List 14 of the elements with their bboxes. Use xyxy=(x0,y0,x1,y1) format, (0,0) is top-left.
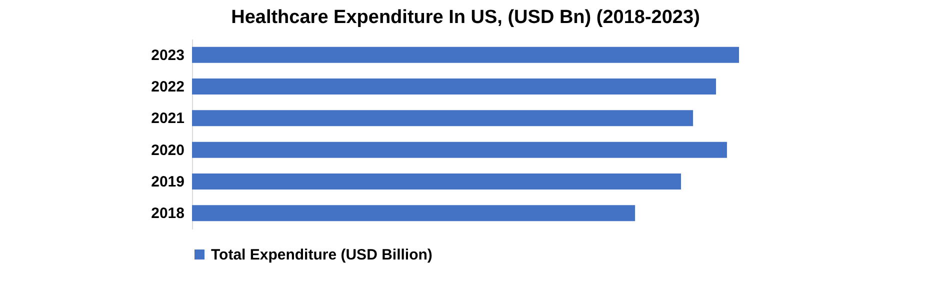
chart-title: Healthcare Expenditure In US, (USD Bn) (2018-2023) xyxy=(231,7,700,28)
bar xyxy=(192,205,636,222)
y-tick-label: 2018 xyxy=(151,205,184,222)
y-tick-label: 2019 xyxy=(151,174,184,190)
bar xyxy=(192,110,694,126)
bar xyxy=(192,46,739,63)
y-tick-label: 2023 xyxy=(151,46,184,64)
bar xyxy=(192,174,682,190)
y-tick-label: 2022 xyxy=(151,78,184,96)
bar xyxy=(192,78,716,94)
y-tick-label: 2020 xyxy=(151,142,184,159)
bar xyxy=(192,142,727,158)
y-tick-label: 2021 xyxy=(151,110,184,128)
legend-label: Total Expenditure (USD Billion) xyxy=(211,246,432,264)
